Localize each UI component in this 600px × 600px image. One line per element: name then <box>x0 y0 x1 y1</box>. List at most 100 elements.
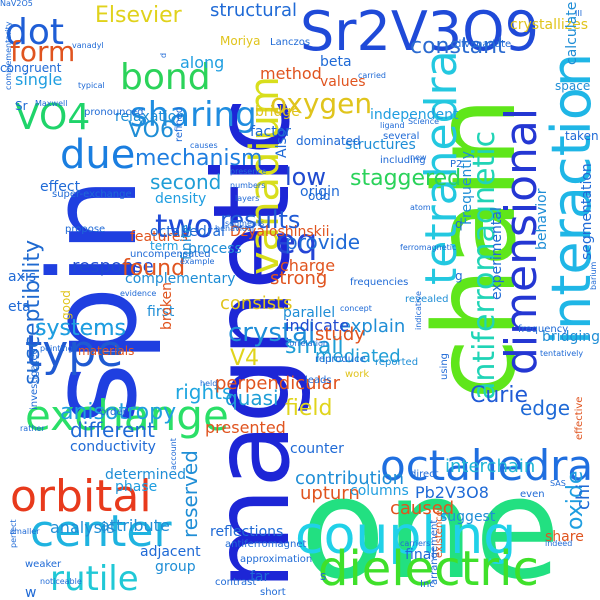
word-caused: caused <box>390 498 455 519</box>
word-octahedral: octahedral <box>150 224 225 240</box>
word-experimental: experimental <box>489 207 505 300</box>
word-response: response <box>72 256 154 277</box>
word-dot: dot <box>5 12 64 53</box>
word-good: good <box>59 290 73 320</box>
word-anisotropy: anisotropy <box>60 400 177 425</box>
word-complementarity: complementarity <box>4 21 13 90</box>
word-rights: rights <box>175 380 233 404</box>
word-upturn: upturn <box>300 483 360 504</box>
word-dzyaloshinskii: Dzyaloshinskii <box>230 224 330 240</box>
word-different: different <box>70 418 155 442</box>
word-axis: axis <box>8 269 37 285</box>
word-effect: effect <box>40 179 81 195</box>
word-process: process <box>188 241 242 257</box>
word-materials: materials <box>78 344 135 358</box>
word-independent: independent <box>370 107 459 123</box>
word-even: even <box>520 489 545 500</box>
word-vanadyl: vanadyl <box>72 41 104 50</box>
word-quasi: quasi <box>225 386 279 410</box>
word-mediated: mediated <box>315 346 401 367</box>
word-two: two <box>155 207 214 245</box>
word-segmentation: segmentation <box>579 163 595 260</box>
word-crystal: crystal <box>228 318 316 348</box>
word-second: second <box>150 170 222 194</box>
word-super-exchange: super-exchange <box>52 189 132 200</box>
word-evidence: evidence <box>120 289 157 298</box>
word-final: final <box>405 547 436 563</box>
word-smaller: smaller <box>10 527 40 536</box>
word-nav2o5: NaV2O5 <box>0 0 33 8</box>
word-uncompensated: uncompensated <box>130 249 211 260</box>
word-science: Science <box>408 117 440 126</box>
word-small: small <box>285 334 344 359</box>
word-including: including <box>380 155 426 166</box>
word-systems: systems <box>35 316 126 341</box>
word-reflections: reflections <box>210 524 284 540</box>
word-consists: consists <box>220 293 293 314</box>
word-rather: rather <box>20 424 45 433</box>
word-dielectric: dielectric <box>318 541 539 597</box>
word-congruent: congruent <box>0 61 62 75</box>
word-refined: refined <box>174 106 185 142</box>
word-adjacent: adjacent <box>140 544 201 560</box>
word-spin: spin <box>25 176 164 425</box>
word-analysis: analysis <box>50 518 115 537</box>
word-g: g <box>455 269 463 283</box>
word-reported: reported <box>375 357 419 368</box>
word-one: one <box>300 448 561 600</box>
word-columns: columns <box>350 483 409 499</box>
word-explain: explain <box>340 316 406 337</box>
word-factor: factor <box>250 124 292 140</box>
word-relaxation: relaxation <box>115 109 186 125</box>
word-sharing: sharing <box>130 95 257 135</box>
word-concept: concept <box>340 304 372 313</box>
word-existence: existence <box>434 510 445 558</box>
word-taken: taken <box>565 129 599 143</box>
word-d: d <box>159 52 168 58</box>
word-oxygen: oxygen <box>270 87 373 120</box>
word-maxwell: Maxwell <box>35 99 68 108</box>
word-broken: broken <box>159 282 175 330</box>
word-pb2v3o8: Pb2V3O8 <box>415 483 489 502</box>
word-v4: V4 <box>230 346 260 371</box>
word-reproduce: reproduce <box>315 354 366 365</box>
word-along: along <box>180 53 225 72</box>
word-several: several <box>383 131 420 142</box>
word-chi: chi <box>573 483 594 510</box>
word-moriya: Moriya <box>220 34 261 48</box>
word-counter: counter <box>290 441 344 457</box>
word-revealed: revealed <box>405 294 449 305</box>
word-features: features <box>130 229 188 245</box>
word-contrast: contrast <box>215 577 257 588</box>
word-dominated: dominated <box>296 134 361 148</box>
word-correlation: correlation <box>285 339 328 348</box>
word-parallel: parallel <box>283 305 336 321</box>
word-effective: effective <box>574 396 585 440</box>
word-values: values <box>320 74 366 90</box>
word-account: account <box>169 438 178 470</box>
word-density: density <box>155 191 207 207</box>
word-crystallizes: crystallizes <box>510 17 589 33</box>
word-leads: leads <box>305 375 332 386</box>
word-found: found <box>122 256 186 281</box>
word-pointing: pointing <box>40 344 73 353</box>
word-eq: eq <box>275 222 318 262</box>
word-short: short <box>260 587 286 598</box>
word-type: type <box>25 326 124 377</box>
word-divanadate: divanadate <box>455 39 512 50</box>
word-numbers: numbers <box>230 181 266 190</box>
word-frequency: frequency <box>518 324 569 335</box>
word-staggered: staggered <box>350 166 462 191</box>
word-term: term <box>150 239 179 253</box>
word-p2: P2 <box>450 159 463 170</box>
word-structural: structural <box>210 0 298 21</box>
word-vo4: VO4 <box>15 97 91 138</box>
word-first: first <box>147 304 175 320</box>
word-atom: atom <box>410 203 431 212</box>
word-carried: carried <box>358 71 386 80</box>
word-method: method <box>260 64 322 83</box>
word-elsevier: Elsevier <box>95 3 182 28</box>
word-layers: layers <box>235 194 260 203</box>
word-inc: Inc <box>420 579 435 590</box>
word-rutile: rutile <box>50 559 139 599</box>
